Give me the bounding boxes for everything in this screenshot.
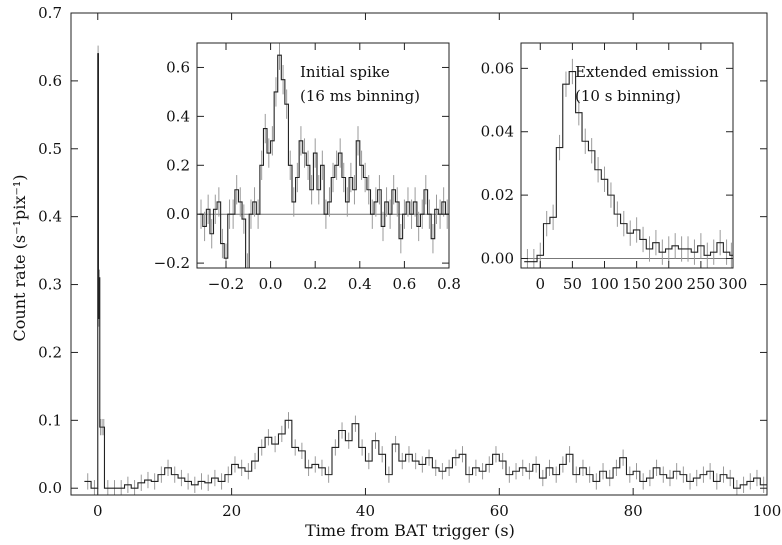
y-tick-label: 0.02	[481, 186, 514, 204]
y-tick-label: 0.04	[481, 123, 514, 141]
y-tick-label: 0.0	[38, 479, 62, 497]
y-tick-label: 0.06	[481, 59, 514, 77]
x-tick-label: 0.2	[303, 275, 327, 293]
x-tick-label: 250	[687, 275, 716, 293]
x-tick-label: 80	[624, 502, 643, 520]
x-tick-label: 0	[535, 275, 545, 293]
x-tick-label: 60	[490, 502, 509, 520]
light-curve-series	[524, 70, 733, 263]
inset-annotation: (16 ms binning)	[300, 87, 420, 105]
x-tick-label: 150	[622, 275, 651, 293]
y-axis-label: Count rate (s⁻¹pix⁻¹)	[10, 175, 29, 342]
light-curve-series	[199, 54, 449, 269]
plot-frame	[196, 42, 450, 269]
y-tick-label: −0.2	[154, 254, 190, 272]
y-tick-label: 0.5	[38, 140, 62, 158]
x-tick-label: 0.4	[348, 275, 372, 293]
inset-extended-emission: 0.00 0.02 0.04 0.06 0 50 100 150 200 250 300 Extend…	[481, 42, 748, 293]
x-tick-label: 100	[753, 502, 782, 520]
x-tick-label: 50	[563, 275, 582, 293]
x-tick-label: 100	[590, 275, 619, 293]
x-tick-label: 0.0	[259, 275, 283, 293]
y-tick-label: 0.4	[38, 208, 62, 226]
x-tick-label: 40	[356, 502, 375, 520]
x-axis-label: Time from BAT trigger (s)	[305, 521, 515, 540]
y-tick-label: 0.0	[166, 205, 190, 223]
plot-area	[197, 43, 449, 268]
x-tick-label: 20	[222, 502, 241, 520]
inset-annotation: (10 s binning)	[575, 87, 681, 105]
y-tick-label: 0.6	[38, 72, 62, 90]
y-tick-label: 0.7	[38, 4, 62, 22]
inset-annotation: Extended emission	[575, 63, 719, 81]
x-tick-label: 0	[93, 502, 103, 520]
plot-frame	[70, 12, 768, 496]
light-curve-series	[84, 53, 767, 489]
inset-initial-spike: −0.2 0.0 0.2 0.4 0.6 −0.2 0.0 0.2 0.4 0.6 0.8 Initi…	[154, 42, 461, 293]
y-tick-label: 0.4	[166, 107, 190, 125]
y-tick-label: 0.1	[38, 411, 62, 429]
y-tick-label: 0.00	[481, 249, 514, 267]
plot-frame	[520, 42, 734, 269]
y-tick-label: 0.3	[38, 276, 62, 294]
x-tick-label: 200	[654, 275, 683, 293]
x-tick-label: 0.8	[437, 275, 461, 293]
y-tick-label: 0.2	[166, 156, 190, 174]
x-tick-label: 0.6	[392, 275, 416, 293]
x-tick-label: −0.2	[208, 275, 244, 293]
y-tick-label: 0.6	[166, 58, 190, 76]
inset-annotation: Initial spike	[300, 63, 390, 81]
y-tick-label: 0.2	[38, 343, 62, 361]
x-tick-label: 300	[719, 275, 748, 293]
